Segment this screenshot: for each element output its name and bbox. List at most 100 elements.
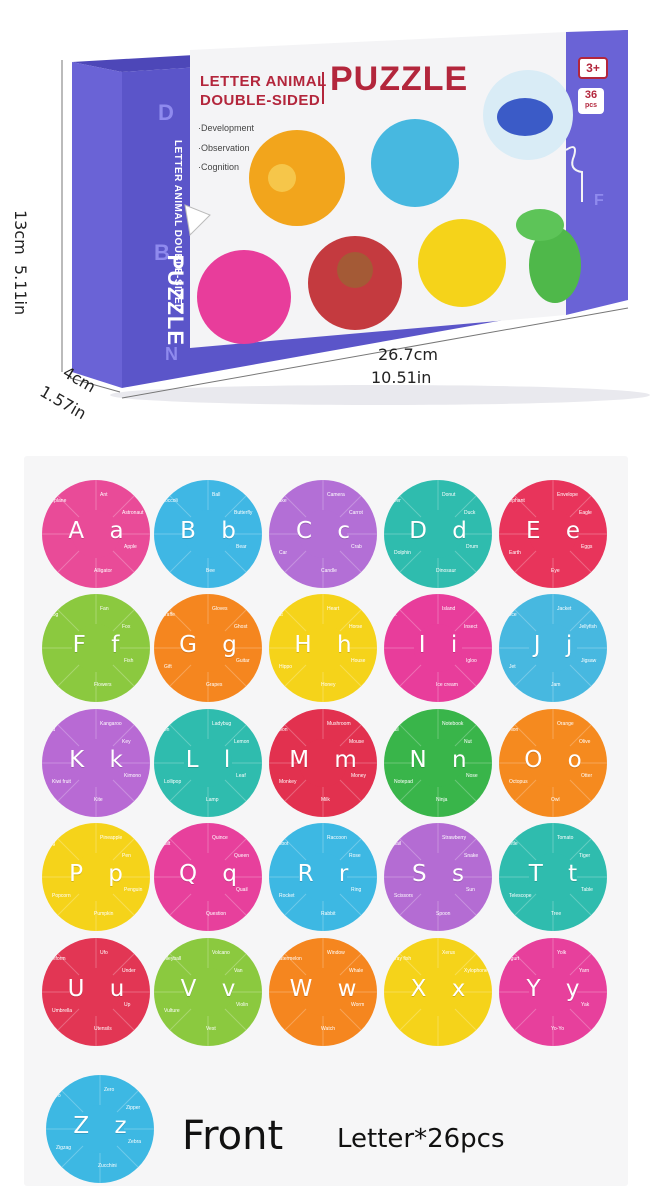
disc-letters: I i	[418, 632, 467, 658]
disc-piece-lines	[384, 480, 492, 588]
letter-disc-i: I i Ink Island Insect Igloo Ice cream	[384, 594, 492, 702]
disc-center	[414, 510, 462, 558]
box-title-line2: DOUBLE-SIDED	[200, 92, 321, 109]
disc-word: Ufo	[100, 950, 108, 956]
disc-piece-lines	[384, 709, 492, 817]
dimension-height: 13cm 5.11in	[11, 210, 30, 315]
caption-title: Front	[182, 1113, 284, 1159]
letter-disc-p: P p Pig Pineapple Pen Penguin Pumpkin Popcorn	[42, 823, 150, 931]
disc-word: Jigsaw	[581, 658, 597, 664]
spine-letter-b: B	[154, 240, 170, 265]
disc-word: Lamp	[206, 797, 219, 803]
disc-word: Ball	[212, 492, 221, 498]
disc-word: Moon	[275, 727, 288, 733]
disc-word: Eagle	[579, 510, 592, 516]
disc-piece-lines	[499, 594, 607, 702]
disc-word: Eggs	[581, 544, 593, 550]
pieces-badge: 36 pcs	[578, 88, 604, 114]
disc-word: Fish	[124, 658, 134, 664]
disc-word: Quince	[212, 835, 228, 841]
letter-disc-s: S s Snail Strawberry Snake Sun Spoon Scissors	[384, 823, 492, 931]
disc-word: Van	[234, 968, 243, 974]
disc-piece-lines	[46, 1075, 154, 1183]
disc-word: Violin	[236, 1002, 249, 1008]
whale-icon	[497, 98, 553, 136]
disc-center	[72, 510, 120, 558]
disc-word: Queen	[234, 853, 250, 859]
disc-letters: A a	[68, 518, 133, 544]
disc-word: Onion	[505, 727, 519, 733]
disc-center	[414, 853, 462, 901]
disc-word: Nail	[390, 727, 399, 733]
disc-word: Rose	[349, 853, 361, 859]
disc-center	[299, 624, 347, 672]
disc-word: Ladybug	[212, 721, 232, 727]
disc-word: X-ray fish	[390, 956, 412, 962]
disc-piece-lines	[269, 709, 377, 817]
box-illustration: D B N F	[61, 30, 650, 405]
disc-center	[529, 624, 577, 672]
disc-word: Monkey	[279, 779, 297, 785]
disc-letters: G g	[179, 632, 246, 658]
disc-word: Umbrella	[52, 1008, 73, 1014]
disc-word: Watch	[321, 1026, 335, 1032]
width-guide	[121, 307, 629, 399]
disc-letters: O o	[524, 747, 591, 773]
spine-title: LETTER ANIMAL DOUBLE-SIDED PUZZLE	[158, 140, 188, 420]
strip-letter-f: F	[594, 192, 604, 209]
disc-word: Car	[279, 550, 288, 556]
disc-center	[184, 853, 232, 901]
disc-word: House	[351, 658, 366, 664]
disc-word: Gift	[164, 664, 172, 670]
disc-word: Gloves	[212, 606, 228, 612]
disc-word: Table	[581, 887, 593, 893]
disc-piece-lines	[269, 938, 377, 1046]
disc-word: Telescope	[509, 893, 532, 899]
disc-word: Kid	[48, 727, 56, 733]
disc-word: Scissors	[394, 893, 413, 899]
dinosaur-icon	[529, 227, 581, 303]
disc-letters: E e	[526, 518, 589, 544]
disc-letters: Z z	[73, 1113, 136, 1139]
disc-word: Xerus	[442, 950, 456, 956]
disc-piece-lines	[384, 938, 492, 1046]
disc-word: Lollipop	[164, 779, 182, 785]
disc-center	[184, 510, 232, 558]
disc-word: Kiwi fruit	[52, 779, 71, 785]
disc-word: Zipper	[126, 1105, 141, 1111]
disc-center	[299, 968, 347, 1016]
disc-word: Pen	[122, 853, 131, 859]
disc-word: Yogurt	[505, 956, 520, 962]
disc-word: Worm	[351, 1002, 365, 1008]
disc-word: Volcano	[212, 950, 230, 956]
letter-disc-q: Q q Quilt Quince Queen Quail Question	[154, 823, 262, 931]
disc-word: Octopus	[509, 779, 528, 785]
disc-word: Raccoon	[327, 835, 347, 841]
disc-word: Pig	[48, 841, 56, 847]
disc-word: Lemon	[234, 739, 250, 745]
disc-letters: D d	[409, 518, 476, 544]
disc-letters: X x	[410, 976, 475, 1002]
disc-word: Heart	[327, 606, 340, 612]
disc-center	[414, 968, 462, 1016]
disc-word: Owl	[551, 797, 560, 803]
disc-word: Flowers	[94, 682, 112, 688]
disc-word: Window	[327, 950, 345, 956]
disc-word: Carrot	[349, 510, 363, 516]
disc-center	[184, 739, 232, 787]
disc-word: Hippo	[279, 664, 293, 670]
disc-center	[72, 853, 120, 901]
disc-center	[72, 739, 120, 787]
disc-word: Yo-Yo	[551, 1026, 564, 1032]
disc-word: Milk	[321, 797, 330, 803]
disc-word: Zoo	[52, 1093, 61, 1099]
disc-word: Fox	[122, 624, 131, 630]
letter-disc-g: G g Giraffe Gloves Ghost Guitar Grapes Gift	[154, 594, 262, 702]
spine-line1: LETTER ANIMAL DOUBLE-SIDED	[172, 140, 183, 312]
width-in: 10.51in	[371, 368, 432, 387]
disc-word: Pumpkin	[94, 911, 114, 917]
disc-word: Notebook	[442, 721, 464, 727]
disc-word: Vulture	[164, 1008, 180, 1014]
letter-disc-c: C c Cake Camera Carrot Crab Candle Car	[269, 480, 377, 588]
box-disc-h	[418, 219, 506, 307]
